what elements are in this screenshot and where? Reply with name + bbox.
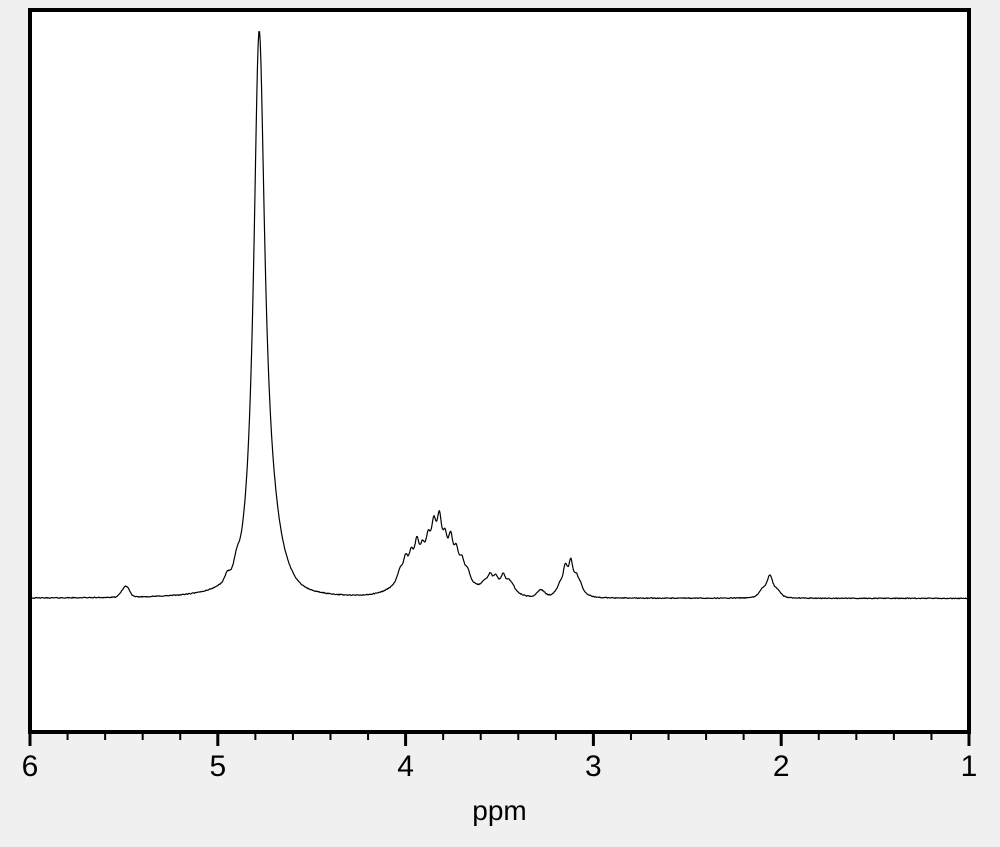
nmr-spectrum-chart: 6 5 4 3 2 1 ppm xyxy=(0,0,1000,847)
x-tick-label: 5 xyxy=(209,750,226,783)
x-tick-label: 3 xyxy=(585,750,602,783)
x-tick-label: 4 xyxy=(397,750,414,783)
chart-svg: 6 5 4 3 2 1 ppm xyxy=(0,0,1000,847)
x-axis-label: ppm xyxy=(472,795,526,826)
x-tick-label: 6 xyxy=(22,750,39,783)
x-tick-label: 2 xyxy=(773,750,790,783)
x-tick-label: 1 xyxy=(961,750,978,783)
